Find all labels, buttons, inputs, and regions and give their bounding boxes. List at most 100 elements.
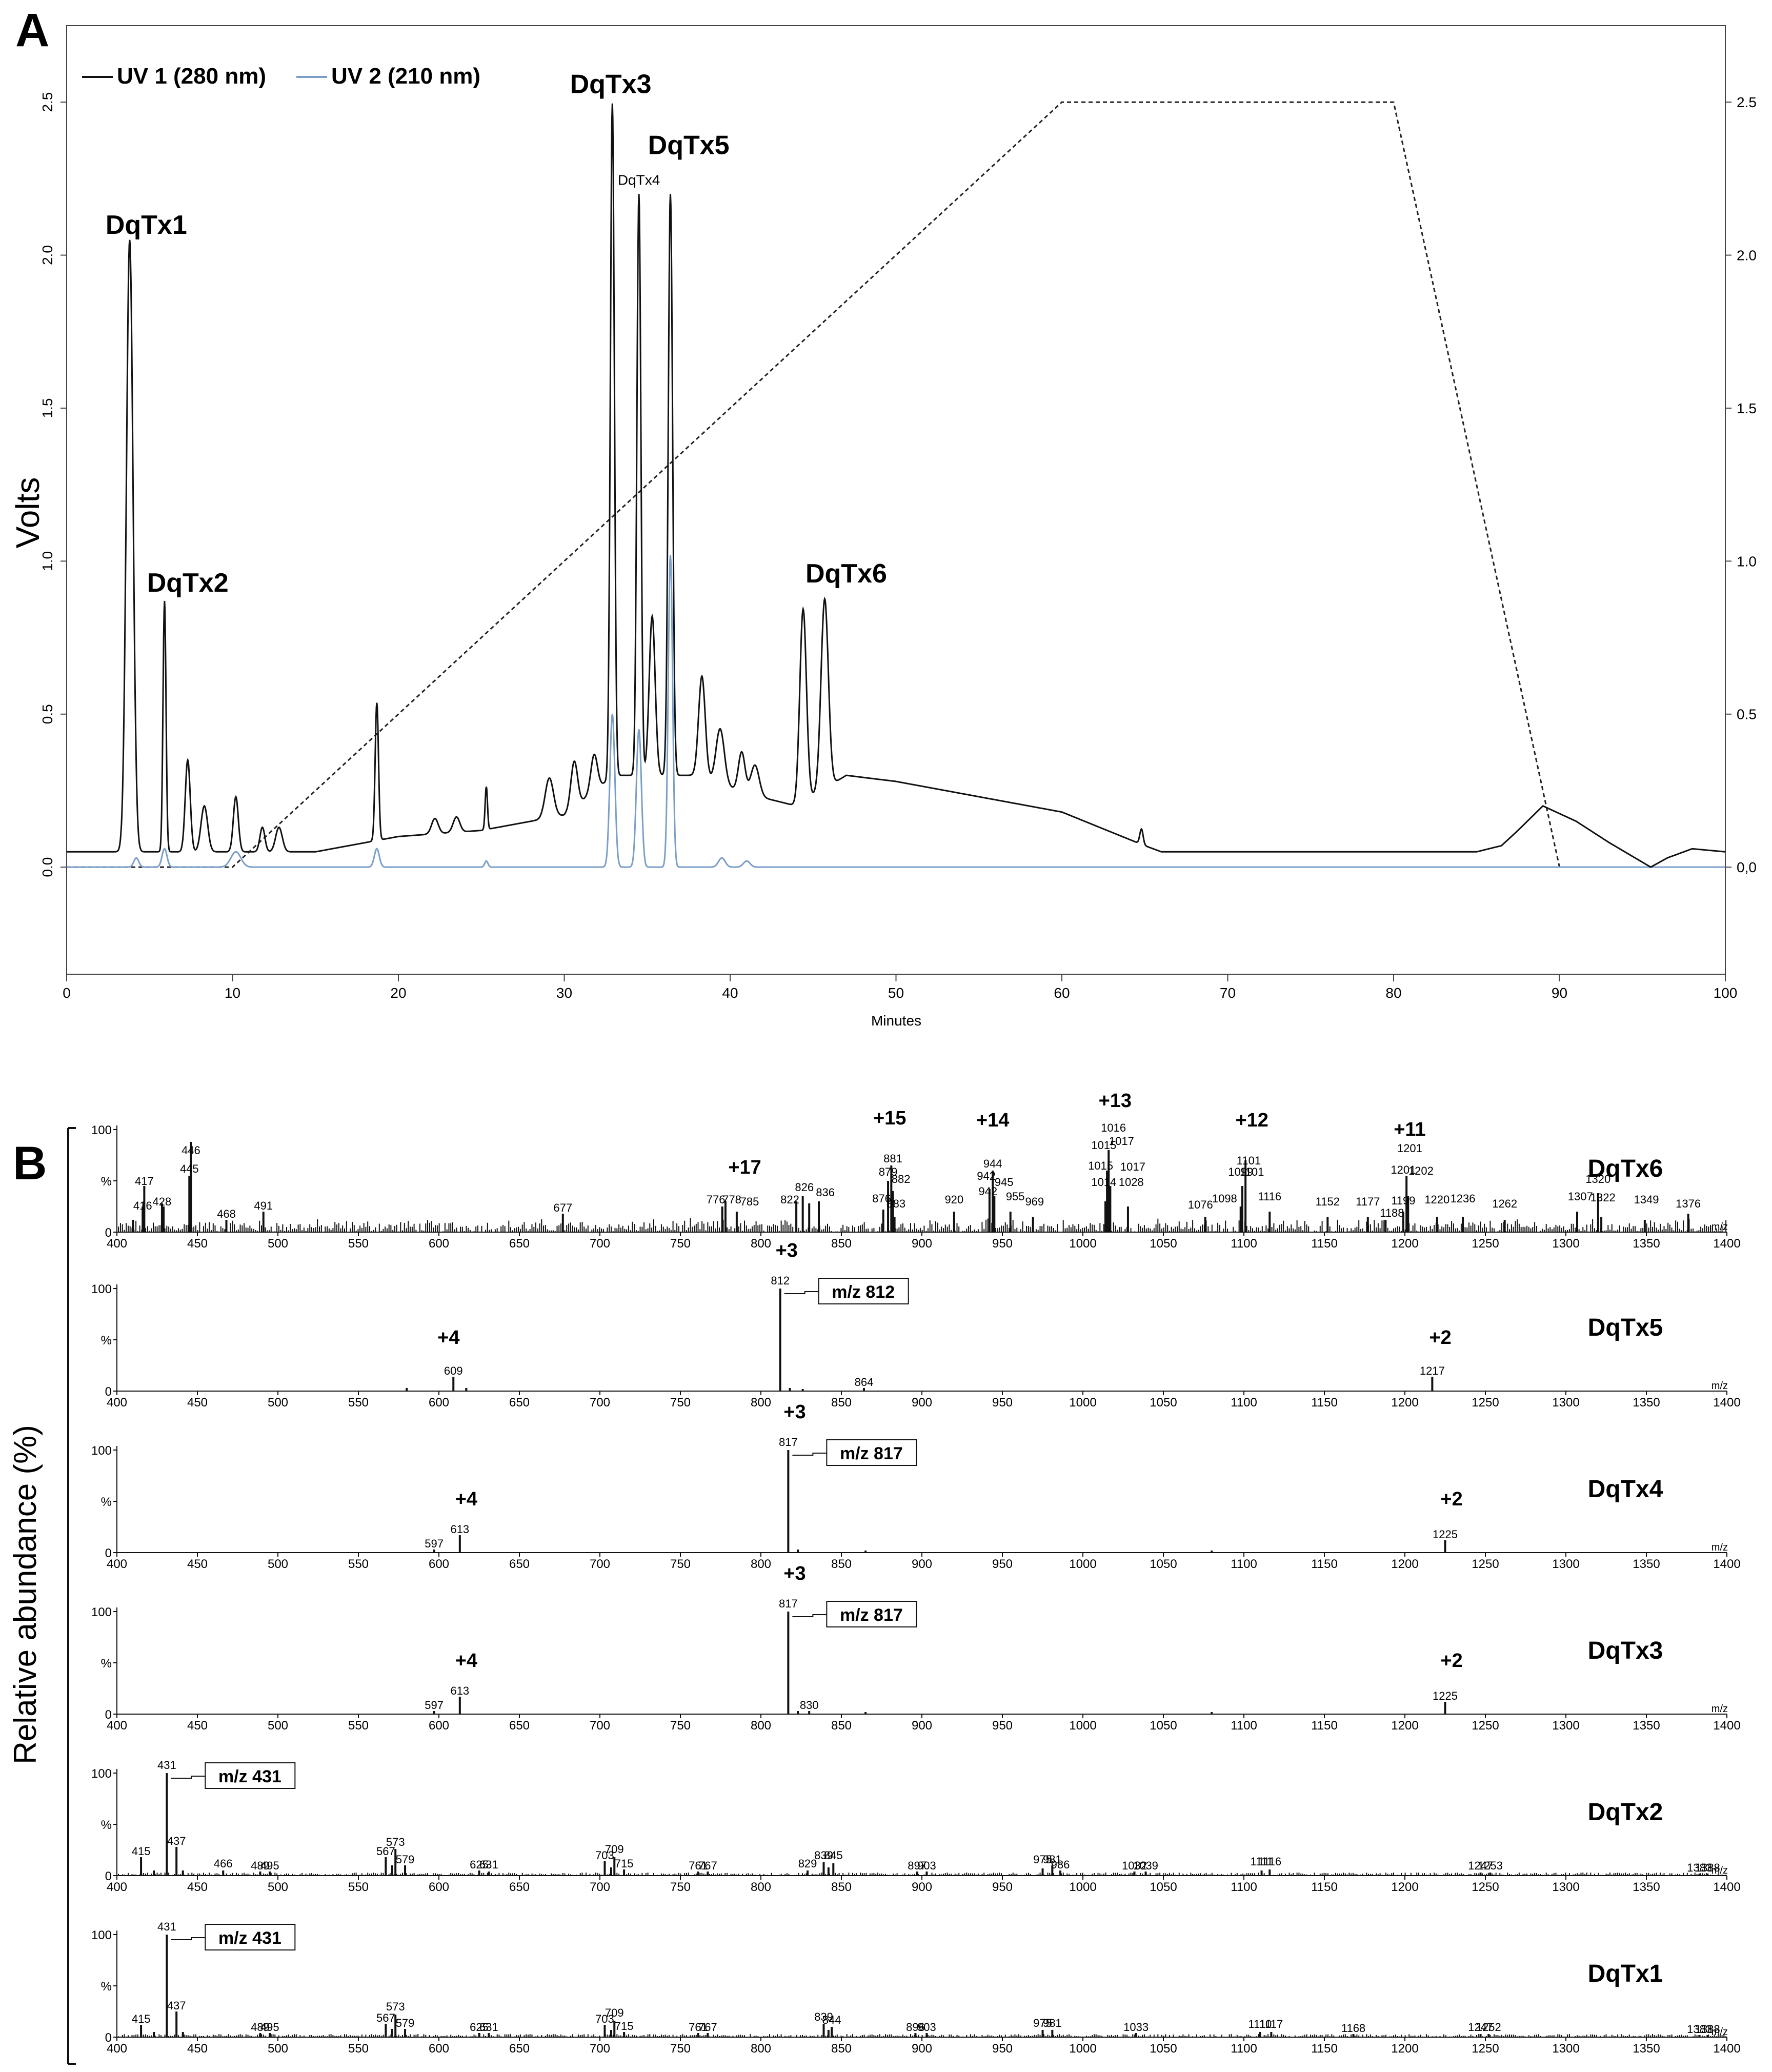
ms-peak-label: 1253 xyxy=(1478,1859,1503,1872)
ms-x-tick-label: 1200 xyxy=(1391,1719,1418,1733)
ms-peak-label: 920 xyxy=(944,1193,963,1206)
ms-peak-label: 830 xyxy=(800,1699,819,1712)
ms-peak-label: 1217 xyxy=(1420,1364,1445,1377)
ms-x-tick-label: 1100 xyxy=(1231,1557,1257,1571)
ms-x-tick-label: 750 xyxy=(670,1396,691,1410)
ms-callout-line xyxy=(792,1453,827,1456)
ms-peak-label: 897 xyxy=(908,1859,927,1872)
ms-callout-box xyxy=(205,1924,296,1950)
ms-x-tick-label: 1400 xyxy=(1713,1557,1740,1571)
chromatogram-y-axis-title: Volts xyxy=(9,477,46,549)
ms-x-tick-label: 500 xyxy=(268,1719,288,1733)
ms-y-tick-label: 0 xyxy=(105,1546,112,1560)
ms-peak-label: 942 xyxy=(978,1185,997,1198)
ms-x-tick-label: 700 xyxy=(590,1237,610,1251)
ms-callout-line xyxy=(171,1937,206,1940)
ms-y-tick-label: 0 xyxy=(105,1226,112,1240)
ms-peak-label: 817 xyxy=(779,1436,798,1449)
ms-peak-label: 625 xyxy=(470,1858,489,1871)
ms-peak-label: 879 xyxy=(879,1165,898,1178)
ms-peak-label: 468 xyxy=(217,1208,236,1220)
ms-x-tick-label: 1250 xyxy=(1472,1237,1499,1251)
ms-y-axis-title: Relative abundance (%) xyxy=(8,1425,43,1764)
ms-peak-label: 428 xyxy=(153,1195,172,1208)
ms-peak-label: 883 xyxy=(887,1197,905,1210)
ms-x-tick-label: 1200 xyxy=(1391,2042,1418,2056)
ms-peak-label: 1168 xyxy=(1341,2022,1365,2035)
ms-peak-label: 709 xyxy=(605,2006,624,2019)
ms-peak-label: 864 xyxy=(855,1376,874,1389)
ms-x-tick-label: 1050 xyxy=(1150,1396,1177,1410)
ms-peak-label: 1201 xyxy=(1391,1163,1416,1176)
ms-x-axis-unit: m/z xyxy=(1711,1703,1728,1715)
chromatogram-frame xyxy=(66,25,1726,975)
ms-peak-label: 1076 xyxy=(1188,1198,1213,1211)
ms-charge-label: +2 xyxy=(1440,1488,1462,1510)
ms-x-tick-label: 450 xyxy=(187,1557,208,1571)
chrom-right-y-tick-label: 1.0 xyxy=(1737,553,1757,569)
ms-x-tick-label: 850 xyxy=(831,1719,852,1733)
ms-peak-label: 1117 xyxy=(1260,2018,1283,2030)
ms-peak-label: 839 xyxy=(814,2010,833,2023)
ms-y-tick-label: % xyxy=(101,1334,112,1347)
ms-x-tick-label: 950 xyxy=(992,2042,1013,2056)
ms-peak-label: 1101 xyxy=(1240,1165,1264,1178)
ms-peak-label: 495 xyxy=(260,1859,279,1872)
ms-peak-label: 579 xyxy=(396,2017,415,2029)
ms-peak-label: 1110 xyxy=(1249,2018,1272,2030)
ms-callout-box xyxy=(205,1762,296,1789)
ms-peak-label: 836 xyxy=(816,1186,835,1199)
ms-peak-label: 1322 xyxy=(1590,1191,1616,1204)
peak-annotation: DqTx3 xyxy=(570,69,652,99)
ms-x-tick-label: 1100 xyxy=(1231,1719,1257,1733)
ms-noise xyxy=(118,1218,1727,1232)
peak-annotation: DqTx5 xyxy=(648,131,730,160)
ms-peak-label: 489 xyxy=(251,1859,270,1872)
ms-x-tick-label: 1000 xyxy=(1069,1396,1096,1410)
ms-peak-label: 631 xyxy=(479,1858,498,1871)
ms-charge-label: +14 xyxy=(976,1110,1009,1131)
ms-x-tick-label: 1400 xyxy=(1713,1719,1740,1733)
ms-x-tick-label: 400 xyxy=(107,2042,127,2056)
ms-x-tick-label: 1300 xyxy=(1552,1396,1579,1410)
ms-peak-label: 703 xyxy=(595,1849,614,1862)
ms-callout-label: m/z 812 xyxy=(832,1282,895,1302)
ms-x-tick-label: 550 xyxy=(348,1237,369,1251)
ms-x-tick-label: 800 xyxy=(751,1557,771,1571)
chrom-y-tick-label: 0.0 xyxy=(39,857,55,877)
ms-callout-line xyxy=(171,1776,206,1779)
ms-spectrum-name: DqTx1 xyxy=(1588,1960,1663,1987)
chrom-x-tick-label: 100 xyxy=(1714,985,1738,1001)
ms-peak-label: 896 xyxy=(906,2021,925,2034)
ms-peak-label: 826 xyxy=(795,1181,814,1194)
ms-callout-label: m/z 817 xyxy=(840,1605,903,1625)
ms-x-tick-label: 850 xyxy=(831,1237,852,1251)
ms-x-tick-label: 550 xyxy=(348,1880,369,1894)
ms-peak-label: 1247 xyxy=(1468,1859,1493,1872)
ms-peak-label: 845 xyxy=(824,1849,843,1862)
ms-peak-label: 715 xyxy=(615,1857,634,1870)
ms-peak-label: 597 xyxy=(425,1537,444,1550)
chrom-y-tick-label: 2.5 xyxy=(39,92,55,112)
ms-peak-label: 1388 xyxy=(1695,1861,1720,1874)
ms-peak-label: 986 xyxy=(1051,1858,1070,1871)
ms-peak-label: 1188 xyxy=(1380,1206,1404,1219)
ms-charge-label: +4 xyxy=(455,1650,477,1672)
ms-callout-box xyxy=(826,1601,917,1627)
ms-peak-label: 1383 xyxy=(1687,1861,1712,1874)
ms-peak-label: 761 xyxy=(689,1859,708,1872)
ms-peak-label: 1014 xyxy=(1091,1176,1116,1189)
ms-x-tick-label: 900 xyxy=(912,1557,932,1571)
ms-peak-label: 631 xyxy=(479,2021,498,2034)
uv2-trace xyxy=(67,555,1725,868)
ms-x-tick-label: 1300 xyxy=(1552,2042,1579,2056)
ms-peak-label: 445 xyxy=(180,1162,199,1175)
ms-x-axis-unit: m/z xyxy=(1711,1221,1728,1233)
ms-peak-label: 573 xyxy=(386,2000,405,2013)
ms-y-tick-label: 100 xyxy=(91,1928,112,1942)
ms-x-tick-label: 1000 xyxy=(1069,1719,1096,1733)
ms-peak-label: 767 xyxy=(698,2021,717,2034)
